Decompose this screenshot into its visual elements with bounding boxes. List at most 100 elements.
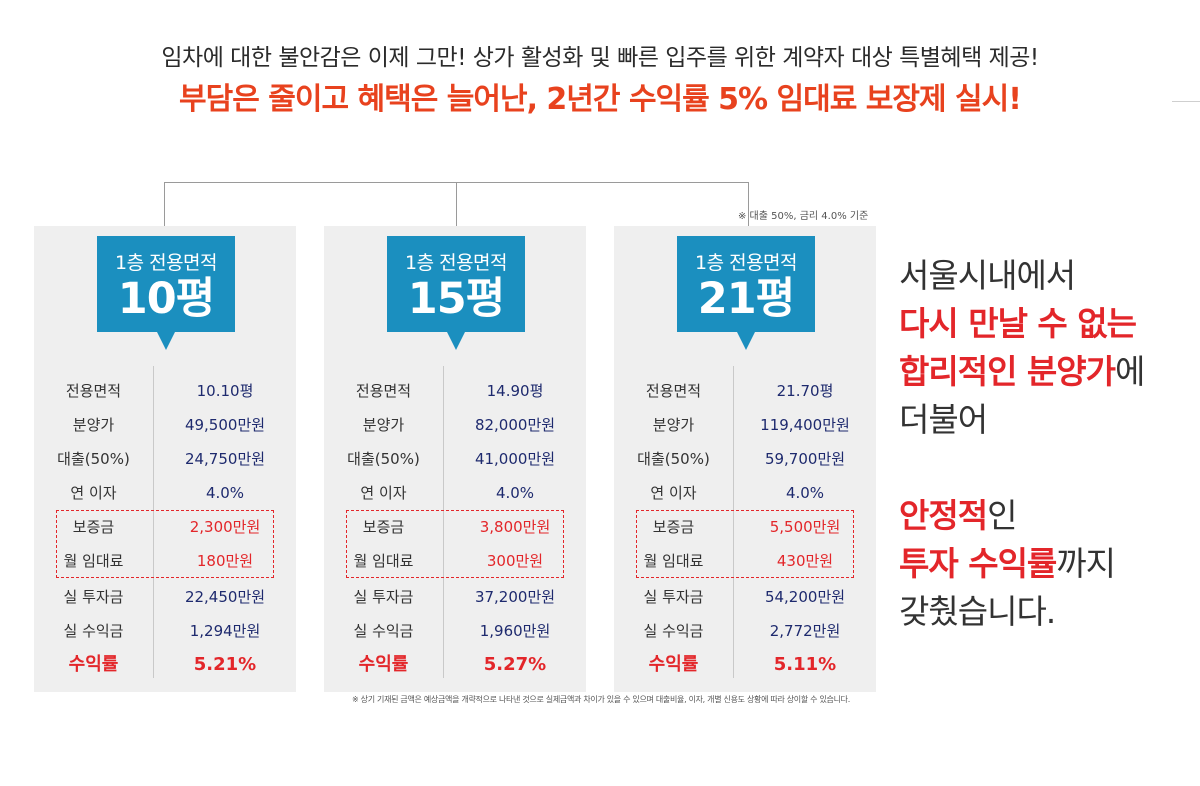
side-line: 서울시내에서 — [899, 256, 1076, 295]
side-highlight: 안정적 — [899, 496, 988, 535]
row-label: 수익률 — [358, 654, 409, 675]
row-monthly-rent: 월 임대료 300만원 — [324, 544, 586, 578]
row-label: 보증금 — [652, 518, 695, 536]
headline-title: 부담은 줄이고 혜택은 늘어난, 2년간 수익률 5% 임대료 보장제 실시! — [179, 82, 1022, 117]
row-label: 월 임대료 — [353, 552, 414, 570]
connector-right — [748, 182, 749, 226]
row-monthly-rent: 월 임대료 180만원 — [34, 544, 296, 578]
row-loan: 대출(50%) 41,000만원 — [324, 442, 586, 476]
row-price: 분양가 82,000만원 — [324, 408, 586, 442]
row-value: 5,500만원 — [769, 518, 841, 536]
row-net-investment: 실 투자금 37,200만원 — [324, 580, 586, 614]
row-deposit: 보증금 2,300만원 — [34, 510, 296, 544]
unit-card-10: 1층 전용면적 10평 전용면적 10.10평 분양가 49,500만원 대출(50… — [34, 226, 296, 692]
row-label: 실 투자금 — [63, 588, 124, 606]
row-value: 4.0% — [205, 484, 245, 502]
row-interest: 연 이자 4.0% — [34, 476, 296, 510]
basis-note: ※ 대출 50%, 금리 4.0% 기준 — [738, 211, 869, 222]
badge-label: 1층 전용면적 — [404, 252, 508, 274]
row-value: 21.70평 — [776, 382, 834, 400]
row-loan: 대출(50%) 59,700만원 — [614, 442, 876, 476]
row-yield: 수익률 5.11% — [614, 648, 876, 682]
row-label: 전용면적 — [355, 382, 412, 400]
row-value: 82,000만원 — [474, 416, 556, 434]
row-value: 37,200만원 — [474, 588, 556, 606]
row-label: 실 수익금 — [643, 622, 704, 640]
row-label: 대출(50%) — [57, 450, 130, 468]
row-value: 41,000만원 — [474, 450, 556, 468]
row-interest: 연 이자 4.0% — [614, 476, 876, 510]
row-value: 5.11% — [773, 654, 837, 675]
side-highlight: 합리적인 분양가 — [899, 352, 1116, 391]
row-price: 분양가 119,400만원 — [614, 408, 876, 442]
row-value: 2,300만원 — [189, 518, 261, 536]
side-text: 인 — [987, 496, 1017, 535]
side-text: 에 — [1115, 352, 1145, 391]
row-label: 연 이자 — [650, 484, 697, 502]
row-value: 22,450만원 — [184, 588, 266, 606]
row-label: 보증금 — [362, 518, 405, 536]
row-label: 보증금 — [72, 518, 115, 536]
row-label: 대출(50%) — [347, 450, 420, 468]
row-value: 430만원 — [776, 552, 834, 570]
row-area: 전용면적 10.10평 — [34, 374, 296, 408]
row-label: 분양가 — [72, 416, 115, 434]
connector-middle — [456, 182, 457, 226]
row-yield: 수익률 5.27% — [324, 648, 586, 682]
row-label: 분양가 — [362, 416, 405, 434]
row-value: 49,500만원 — [184, 416, 266, 434]
side-line: 더불어 — [899, 400, 988, 439]
side-line: 갖췄습니다. — [899, 592, 1056, 631]
side-divider — [1172, 101, 1200, 102]
column-divider — [733, 366, 734, 678]
row-interest: 연 이자 4.0% — [324, 476, 586, 510]
row-label: 월 임대료 — [63, 552, 124, 570]
row-label: 실 수익금 — [63, 622, 124, 640]
row-net-income: 실 수익금 2,772만원 — [614, 614, 876, 648]
row-label: 실 투자금 — [643, 588, 704, 606]
rent-highlight-box — [56, 510, 274, 578]
row-value: 180만원 — [196, 552, 254, 570]
row-deposit: 보증금 3,800만원 — [324, 510, 586, 544]
headline-subtitle: 임차에 대한 불안감은 이제 그만! 상가 활성화 및 빠른 입주를 위한 계약… — [161, 45, 1039, 71]
badge-label: 1층 전용면적 — [114, 252, 218, 274]
row-value: 300만원 — [486, 552, 544, 570]
row-label: 월 임대료 — [643, 552, 704, 570]
row-value: 3,800만원 — [479, 518, 551, 536]
area-badge: 1층 전용면적 21평 — [677, 236, 815, 350]
rent-highlight-box — [346, 510, 564, 578]
row-label: 대출(50%) — [637, 450, 710, 468]
row-value: 59,700만원 — [764, 450, 846, 468]
row-value: 5.21% — [193, 654, 257, 675]
side-line-highlight: 다시 만날 수 없는 — [899, 304, 1137, 343]
row-label: 분양가 — [652, 416, 695, 434]
row-label: 실 수익금 — [353, 622, 414, 640]
side-spacer — [899, 444, 1144, 492]
row-label: 실 투자금 — [353, 588, 414, 606]
unit-card-21: 1층 전용면적 21평 전용면적 21.70평 분양가 119,400만원 대출(5… — [614, 226, 876, 692]
unit-card-15: 1층 전용면적 15평 전용면적 14.90평 분양가 82,000만원 대출(50… — [324, 226, 586, 692]
disclaimer-note: ※ 상기 기재된 금액은 예상금액을 개략적으로 나타낸 것으로 실제금액과 차… — [352, 695, 850, 704]
area-badge: 1층 전용면적 15평 — [387, 236, 525, 350]
row-value: 5.27% — [483, 654, 547, 675]
side-message: 서울시내에서 다시 만날 수 없는 합리적인 분양가에 더불어 안정적인 투자 … — [899, 252, 1145, 636]
side-line: 합리적인 분양가에 — [899, 348, 1145, 396]
row-value: 4.0% — [785, 484, 825, 502]
row-label: 전용면적 — [645, 382, 702, 400]
row-value: 1,294만원 — [189, 622, 261, 640]
row-label: 연 이자 — [360, 484, 407, 502]
row-area: 전용면적 21.70평 — [614, 374, 876, 408]
rent-highlight-box — [636, 510, 854, 578]
side-line: 투자 수익률까지 — [899, 540, 1144, 588]
row-deposit: 보증금 5,500만원 — [614, 510, 876, 544]
row-net-investment: 실 투자금 54,200만원 — [614, 580, 876, 614]
row-area: 전용면적 14.90평 — [324, 374, 586, 408]
row-value: 2,772만원 — [769, 622, 841, 640]
row-price: 분양가 49,500만원 — [34, 408, 296, 442]
connector-left — [164, 182, 165, 226]
badge-area: 15평 — [407, 274, 505, 324]
side-text: 까지 — [1056, 544, 1116, 583]
row-label: 전용면적 — [65, 382, 122, 400]
row-value: 54,200만원 — [764, 588, 846, 606]
row-monthly-rent: 월 임대료 430만원 — [614, 544, 876, 578]
